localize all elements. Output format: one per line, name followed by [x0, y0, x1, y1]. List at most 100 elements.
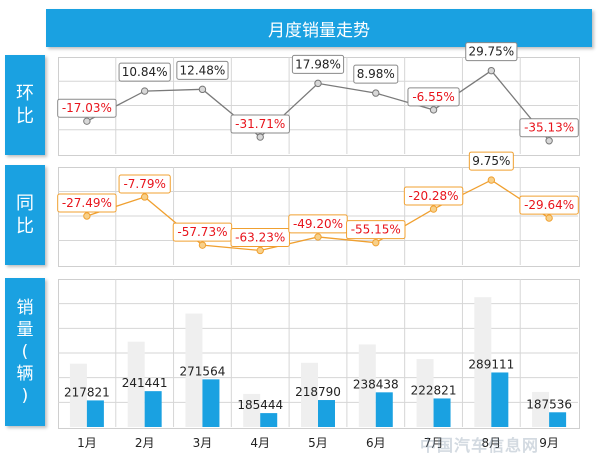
data-label: -27.49% — [62, 196, 112, 210]
data-label-callout: -6.55% — [407, 87, 460, 107]
side-label-char: 销 — [16, 297, 34, 318]
data-label: 8.98% — [357, 67, 395, 81]
sales-value-label: 238438 — [353, 377, 399, 391]
data-point — [256, 246, 264, 255]
data-label: -31.71% — [235, 117, 285, 131]
sales-value-label: 185444 — [237, 398, 283, 412]
data-label-callout: -7.79% — [118, 174, 171, 194]
sales-value-label: 222821 — [411, 383, 457, 397]
sales-bar — [86, 400, 104, 427]
sales-bar — [491, 372, 509, 427]
month-tick-label: 8月 — [482, 436, 502, 450]
data-label-box — [519, 195, 579, 215]
side-label-char: 比 — [16, 106, 34, 127]
data-label: -17.03% — [62, 101, 112, 115]
month-tick-label: 9月 — [539, 436, 559, 450]
data-label-callout: 17.98% — [291, 54, 345, 74]
data-label: -29.64% — [524, 198, 574, 212]
side-label-char: ) — [21, 386, 29, 407]
data-point — [372, 89, 380, 97]
sales-bar — [549, 412, 567, 427]
data-label-callout: -55.15% — [346, 220, 406, 240]
sales-bar — [375, 392, 393, 427]
data-point — [256, 133, 264, 141]
sales-bar-background — [243, 393, 261, 427]
data-label-box — [230, 114, 290, 134]
data-label-box — [346, 220, 406, 240]
data-point — [140, 87, 149, 95]
month-tick-label: 7月 — [424, 436, 444, 450]
month-tick-label: 6月 — [366, 436, 386, 450]
data-label: -7.79% — [123, 177, 165, 191]
sales-bar-background — [185, 313, 203, 427]
sales-value-label: 289111 — [468, 357, 514, 371]
data-label-box — [118, 62, 171, 82]
data-point — [487, 176, 496, 184]
data-label-callout: -49.20% — [288, 214, 348, 234]
data-point — [487, 66, 496, 75]
data-point — [545, 214, 553, 222]
data-label: -55.15% — [351, 223, 401, 237]
data-label-box — [468, 151, 514, 171]
data-label: -6.55% — [412, 90, 454, 104]
data-label-box — [465, 42, 518, 62]
data-label-box — [176, 60, 229, 80]
sales-bar — [202, 379, 220, 427]
chart-title: 月度销量走势 — [46, 9, 592, 47]
data-point — [372, 238, 380, 247]
data-label-callout: 29.75% — [465, 42, 518, 62]
sales-bar-background — [358, 344, 376, 427]
data-label-callout: 9.75% — [468, 151, 514, 171]
data-label-box — [57, 98, 117, 118]
sales-value-label: 241441 — [122, 376, 168, 390]
data-label-box — [353, 64, 399, 84]
data-label-box — [403, 186, 464, 206]
side-label-yoy: 同 比 — [5, 165, 45, 265]
sales-bar — [433, 398, 451, 427]
data-label: -57.73% — [177, 225, 227, 239]
data-label-callout: -17.03% — [57, 98, 117, 118]
sales-bar — [260, 413, 278, 427]
data-label-box — [291, 54, 345, 74]
data-label-callout: -27.49% — [57, 193, 117, 213]
data-label-box — [519, 118, 579, 138]
sales-bar-background — [474, 297, 492, 427]
month-tick-label: 2月 — [135, 436, 155, 450]
data-label-callout: -29.64% — [519, 195, 579, 215]
data-label-callout: -35.13% — [519, 118, 579, 138]
data-label-callout: -63.23% — [230, 227, 290, 247]
data-point — [140, 193, 149, 201]
data-label-box — [57, 193, 117, 213]
data-label: 10.84% — [122, 65, 168, 79]
sales-bar-background — [416, 359, 434, 427]
data-label-box — [230, 227, 290, 247]
data-point — [314, 79, 322, 88]
sales-value-label: 187536 — [526, 397, 572, 411]
data-label: -49.20% — [293, 217, 343, 231]
data-label: 17.98% — [295, 57, 341, 71]
data-point — [83, 212, 91, 220]
side-label-char: 环 — [16, 82, 34, 104]
data-label: -35.13% — [524, 121, 574, 135]
data-label: 9.75% — [472, 154, 510, 168]
side-label-char: 比 — [16, 216, 34, 237]
data-label: 29.75% — [468, 45, 514, 59]
data-point — [83, 117, 91, 125]
data-label: -20.28% — [409, 189, 459, 203]
month-tick-label: 1月 — [77, 436, 97, 450]
sales-bar-background — [301, 362, 318, 427]
sales-bar — [144, 391, 162, 427]
watermark: 中国汽车信息网 — [420, 436, 540, 455]
data-label-callout: -57.73% — [172, 222, 233, 242]
data-label-callout: 10.84% — [118, 62, 171, 82]
side-label-char: ( — [21, 341, 29, 362]
data-label-box — [407, 87, 460, 107]
data-point — [314, 233, 322, 241]
side-label-char: 量 — [16, 319, 34, 340]
sales-value-label: 271564 — [180, 364, 226, 378]
sales-bar — [318, 400, 335, 427]
data-point — [198, 241, 207, 249]
data-label-callout: 8.98% — [353, 64, 399, 84]
data-point — [198, 85, 207, 94]
